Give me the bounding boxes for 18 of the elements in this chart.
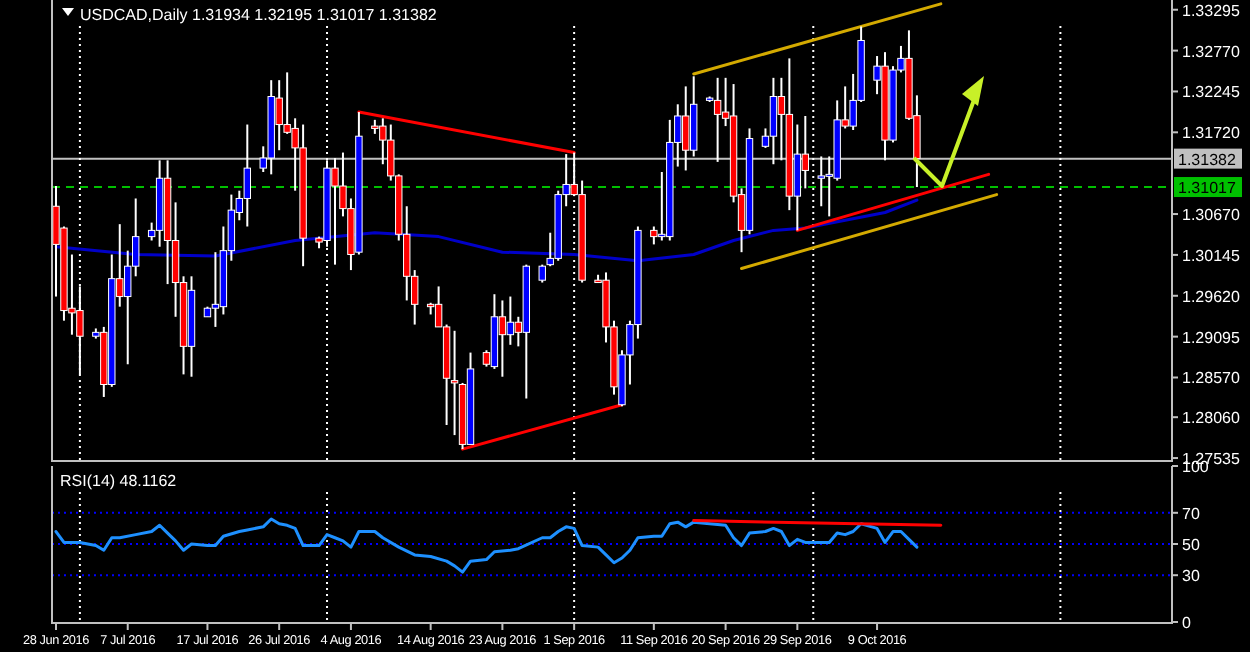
y-tick-label: 1.29095 bbox=[1182, 328, 1241, 347]
y-tick-label: 1.32245 bbox=[1182, 83, 1241, 102]
chart-title: USDCAD,Daily 1.31934 1.32195 1.31017 1.31382 bbox=[80, 6, 438, 24]
y-tick-label: 1.29620 bbox=[1182, 287, 1241, 306]
y-tick-label: 1.30145 bbox=[1182, 246, 1241, 265]
y-tick-label: 30 bbox=[1182, 567, 1201, 586]
y-tick-label: 1.33295 bbox=[1182, 1, 1241, 20]
y-tick-label: 0 bbox=[1182, 614, 1192, 632]
y-tick-label: 70 bbox=[1182, 504, 1201, 523]
y-tick-label: 50 bbox=[1182, 536, 1201, 554]
y-tick-label: 1.32770 bbox=[1182, 42, 1241, 61]
y-tick-label: 1.28570 bbox=[1182, 369, 1241, 388]
y-tick-label: 1.30670 bbox=[1182, 206, 1241, 225]
chart-title: RSI(14) 48.1162 bbox=[60, 472, 178, 490]
y-tick-label: 1.31720 bbox=[1182, 124, 1241, 143]
y-tick-label: 1.28060 bbox=[1182, 409, 1241, 428]
ref-line-label: 1.31382 bbox=[1178, 150, 1237, 169]
ref-line-label: 1.31017 bbox=[1178, 179, 1237, 198]
